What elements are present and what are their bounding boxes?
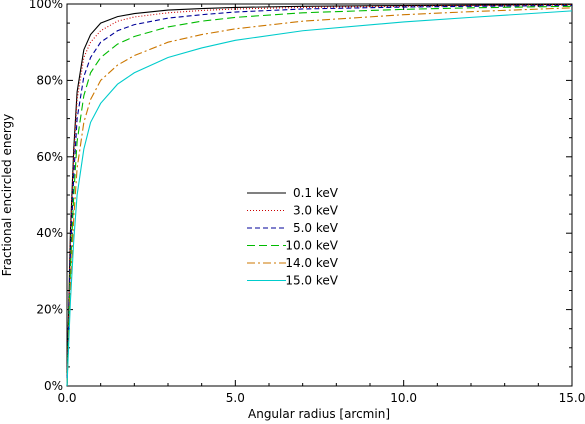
series-line-0 xyxy=(66,3,573,387)
legend-label-3: 10.0 keV xyxy=(285,239,338,253)
legend-label-5: 15.0 keV xyxy=(285,274,338,288)
y-tick-label: 0% xyxy=(44,379,63,393)
y-axis-label: Fractional encircled energy xyxy=(0,114,14,277)
series-line-3 xyxy=(66,5,573,387)
series-line-5 xyxy=(66,10,573,387)
series-line-4 xyxy=(66,7,573,387)
x-tick-label: 15.0 xyxy=(559,391,585,405)
series-line-1 xyxy=(66,4,573,387)
x-tick-label: 10.0 xyxy=(390,391,417,405)
series-line-2 xyxy=(66,4,573,387)
x-axis-label: Angular radius [arcmin] xyxy=(248,407,390,421)
x-axis-ticks: 0.0 5.0 10.0 15.0 xyxy=(57,4,585,405)
legend-label-2: 5.0 keV xyxy=(293,221,339,235)
series-layer xyxy=(66,3,573,387)
legend-label-4: 14.0 keV xyxy=(285,256,338,270)
legend: 0.1 keV 3.0 keV 5.0 keV 10.0 keV 14.0 keV 15.… xyxy=(247,186,339,288)
y-tick-label: 100% xyxy=(29,0,63,11)
y-tick-label: 80% xyxy=(36,73,63,87)
y-tick-label: 40% xyxy=(36,226,63,240)
y-axis-ticks: 0% 20% 40% 60% 80% 100% xyxy=(29,0,572,393)
y-tick-label: 20% xyxy=(36,303,63,317)
legend-label-0: 0.1 keV xyxy=(293,186,339,200)
y-tick-label: 60% xyxy=(36,150,63,164)
x-tick-label: 0.0 xyxy=(57,391,76,405)
x-tick-label: 5.0 xyxy=(226,391,245,405)
legend-label-1: 3.0 keV xyxy=(293,204,339,218)
